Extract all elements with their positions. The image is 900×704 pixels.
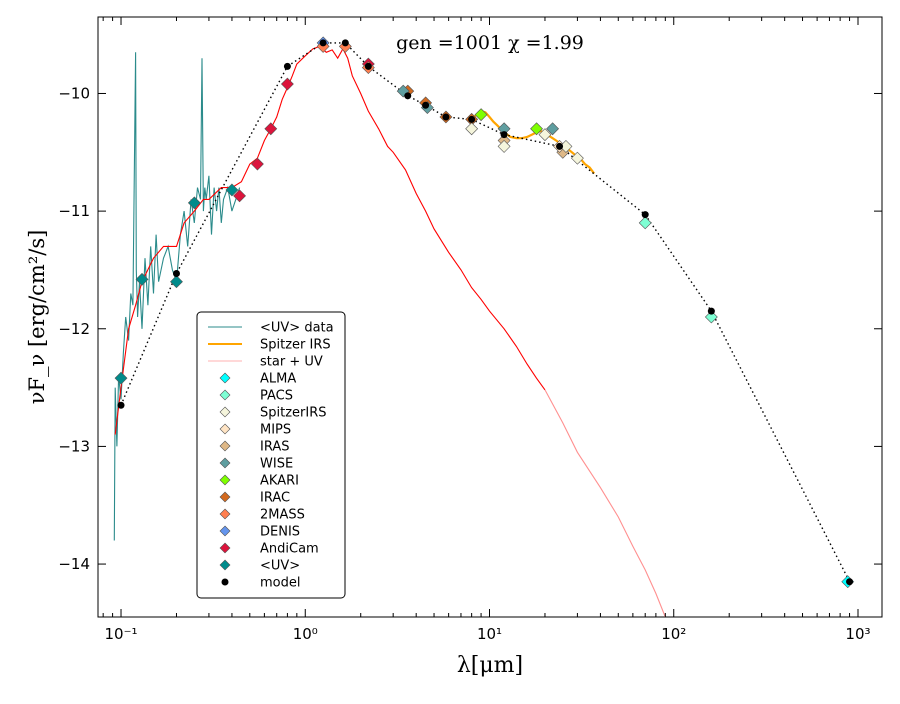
model-point [172, 269, 180, 277]
model-point [556, 142, 564, 150]
data-point [170, 275, 183, 289]
legend-swatch [219, 423, 231, 435]
legend-label: WISE [260, 457, 293, 472]
data-point [264, 122, 278, 136]
legend-swatch [219, 474, 231, 486]
data-point [474, 108, 488, 122]
model-point [641, 211, 649, 219]
legend-label: star + UV [260, 355, 323, 370]
y-tick-label: −11 [58, 202, 90, 220]
legend-swatch [219, 542, 231, 554]
legend-swatch [219, 525, 231, 537]
data-point [114, 371, 128, 385]
legend-swatch [219, 406, 231, 418]
legend-label: <UV> data [260, 321, 334, 336]
series-line [113, 52, 241, 541]
model-point [846, 578, 854, 586]
y-tick-label: −13 [58, 437, 90, 455]
data-point [538, 128, 552, 142]
model-point [468, 115, 476, 123]
legend-swatch [219, 389, 231, 401]
legend-label: AndiCam [260, 542, 319, 557]
legend-label: AKARI [260, 474, 299, 489]
model-point [500, 131, 508, 139]
data-layer [113, 36, 855, 617]
model-point [283, 62, 291, 70]
data-point [530, 122, 543, 136]
legend-label: model [260, 576, 300, 591]
legend: <UV> data Spitzer IRS star + UV ALMA PACS Spi… [196, 311, 346, 599]
legend-swatch [219, 559, 231, 571]
x-tick-label: 10⁻¹ [105, 625, 138, 643]
legend-swatch [219, 457, 231, 469]
legend-swatch [219, 440, 231, 452]
y-tick-label: −14 [58, 555, 90, 573]
data-point [704, 310, 718, 324]
model-point [442, 113, 450, 121]
model-point [404, 92, 412, 100]
series-group [113, 36, 855, 617]
legend-box [196, 311, 346, 599]
legend-label: IRAC [260, 491, 290, 506]
model-point [341, 39, 349, 47]
model-point [319, 39, 327, 47]
data-point [225, 183, 239, 197]
data-point [251, 157, 264, 171]
legend-label: DENIS [260, 525, 300, 540]
legend-swatch [221, 578, 229, 586]
x-tick-label: 10¹ [477, 625, 502, 643]
x-tick-label: 10³ [845, 625, 870, 643]
legend-label: PACS [260, 389, 293, 404]
data-point [233, 189, 246, 203]
legend-label: SpitzerIRS [260, 406, 327, 421]
model-point [707, 307, 715, 315]
legend-swatch [219, 508, 231, 520]
y-tick-label: −10 [58, 84, 90, 102]
legend-label: 2MASS [260, 508, 305, 523]
x-tick-label: 10² [661, 625, 686, 643]
legend-label: Spitzer IRS [260, 338, 331, 353]
data-point [280, 77, 294, 91]
data-point [570, 151, 584, 165]
legend-label: MIPS [260, 423, 291, 438]
data-point [546, 122, 560, 136]
legend-swatch [219, 372, 231, 384]
y-axis-label: νF_ν [erg/cm²/s] [25, 230, 49, 405]
model-point [422, 101, 430, 109]
model-point [364, 62, 372, 70]
axis-ticks: 10⁻¹ 10⁰ 10¹ 10² 10³ −10 −11 −12 −13 −14 [58, 17, 882, 643]
data-point [497, 139, 511, 153]
chart-title: gen =1001 χ =1.99 [396, 32, 584, 54]
data-point [135, 272, 149, 286]
data-point [187, 196, 201, 210]
model-point [117, 401, 125, 409]
legend-label: ALMA [260, 372, 296, 387]
data-point [638, 216, 652, 230]
legend-label: IRAS [260, 440, 290, 455]
legend-swatch [219, 491, 231, 503]
series-line [544, 389, 666, 617]
series-line [470, 109, 596, 175]
series-line [114, 45, 546, 435]
x-axis-label: λ[μm] [457, 653, 523, 678]
y-tick-label: −12 [58, 320, 90, 338]
x-tick-label: 10⁰ [293, 625, 318, 643]
data-point [465, 122, 479, 136]
legend-label: <UV> [260, 559, 300, 574]
